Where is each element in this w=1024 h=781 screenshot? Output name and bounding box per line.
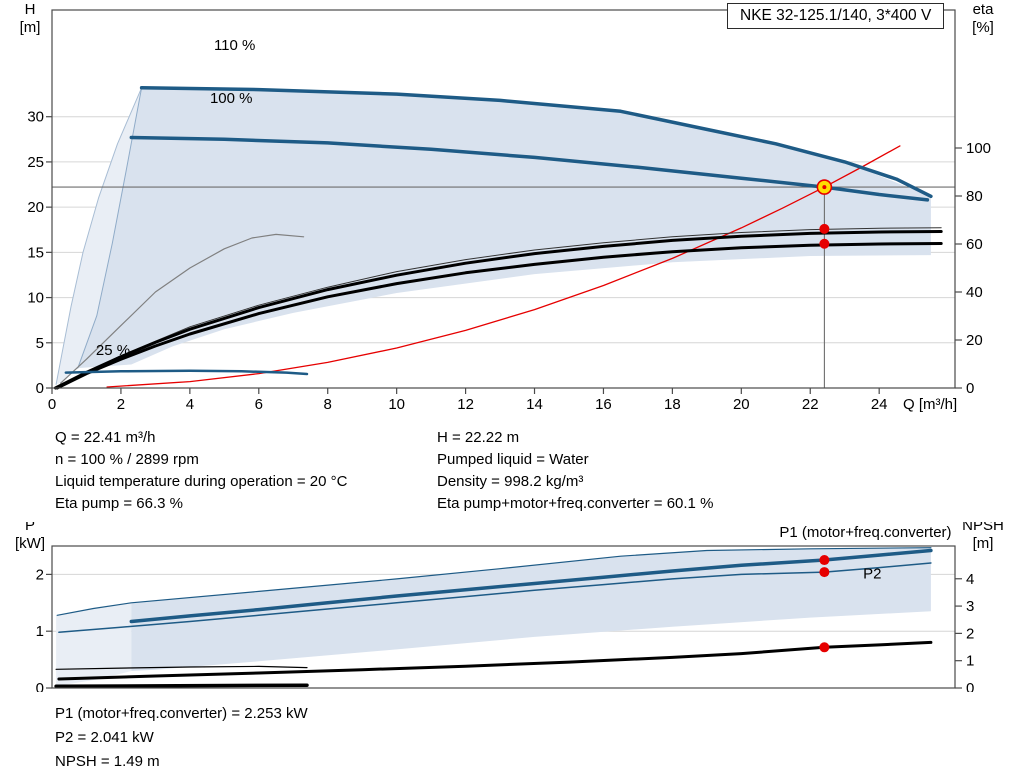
readout-p1: P1 (motor+freq.converter) = 2.253 kW — [55, 705, 308, 722]
power-envelope — [131, 547, 931, 671]
svg-text:1: 1 — [966, 653, 974, 670]
plot-frame — [51, 9, 956, 389]
eta-total-curve — [55, 242, 943, 390]
svg-text:20: 20 — [733, 396, 750, 413]
readout-density: Density = 998.2 kg/m³ — [437, 473, 584, 490]
readout-flow: Q = 22.41 m³/h — [55, 429, 156, 446]
svg-text:[m]: [m] — [973, 535, 994, 552]
svg-text:6: 6 — [255, 396, 263, 413]
svg-text:[%]: [%] — [972, 19, 994, 36]
svg-text:18: 18 — [664, 396, 681, 413]
p2-curve — [58, 562, 932, 634]
svg-text:0: 0 — [36, 680, 44, 692]
svg-text:P2: P2 — [863, 565, 881, 582]
svg-text:15: 15 — [27, 244, 44, 261]
readout-npsh: NPSH = 1.49 m — [55, 753, 160, 770]
duty-point-marker-center — [822, 185, 827, 190]
svg-text:[m]: [m] — [20, 19, 41, 36]
eta-reduced-speed-curve — [59, 233, 305, 384]
speed-110-curve — [139, 86, 933, 199]
svg-text:20: 20 — [27, 199, 44, 216]
pump-title-box: NKE 32-125.1/140, 3*400 V — [727, 3, 945, 29]
npsh-duty-point — [819, 642, 830, 653]
envelope-left-edge-light — [55, 87, 143, 385]
svg-text:5: 5 — [36, 335, 44, 352]
svg-text:60: 60 — [966, 236, 983, 253]
svg-text:Q [m³/h]: Q [m³/h] — [903, 396, 957, 413]
svg-text:2: 2 — [36, 566, 44, 583]
svg-text:8: 8 — [324, 396, 332, 413]
eta-pump-point — [819, 223, 830, 234]
npsh-curve — [57, 640, 933, 681]
svg-text:100 %: 100 % — [210, 90, 253, 107]
svg-text:10: 10 — [27, 290, 44, 307]
svg-text:0: 0 — [966, 680, 974, 692]
svg-text:3: 3 — [966, 598, 974, 615]
plot-frame — [51, 545, 956, 689]
speed-25-curve — [64, 369, 309, 376]
p1-duty-point — [819, 555, 830, 566]
power-envelope-top-edge — [56, 547, 932, 616]
svg-text:25 %: 25 % — [96, 342, 130, 359]
svg-text:0: 0 — [48, 396, 56, 413]
svg-text:2: 2 — [966, 625, 974, 642]
operating-envelope — [77, 87, 931, 369]
eta-pump-curve — [53, 230, 943, 390]
readout-eta-pump: Eta pump = 66.3 % — [55, 495, 183, 512]
svg-text:NPSH: NPSH — [962, 522, 1004, 534]
svg-text:0: 0 — [36, 380, 44, 397]
svg-text:24: 24 — [871, 396, 888, 413]
p-reduced-curve — [55, 665, 308, 670]
svg-text:12: 12 — [457, 396, 474, 413]
svg-text:H: H — [25, 1, 36, 18]
svg-text:P1 (motor+freq.converter): P1 (motor+freq.converter) — [779, 524, 951, 541]
svg-text:100: 100 — [966, 140, 991, 157]
readout-liquid-temp: Liquid temperature during operation = 20… — [55, 473, 348, 490]
speed-100-curve — [129, 135, 930, 202]
p2-duty-point — [819, 567, 830, 578]
duty-readout-left-column: Q = 22.41 m³/h n = 100 % / 2899 rpm Liqu… — [55, 427, 347, 515]
readout-head: H = 22.22 m — [437, 429, 520, 446]
svg-text:10: 10 — [388, 396, 405, 413]
power-npsh-chart: 0 1 2 0 1 2 3 4 P[kW] NPSH[m] P1 (motor+freq.conve… — [15, 522, 1004, 692]
svg-text:25: 25 — [27, 154, 44, 171]
svg-text:4: 4 — [186, 396, 194, 413]
readout-pumped-liquid: Pumped liquid = Water — [437, 451, 589, 468]
p-reduced-base — [54, 683, 309, 689]
svg-text:20: 20 — [966, 332, 983, 349]
pump-title: NKE 32-125.1/140, 3*400 V — [740, 7, 932, 24]
svg-text:4: 4 — [966, 571, 974, 588]
svg-text:30: 30 — [27, 109, 44, 126]
readout-speed: n = 100 % / 2899 rpm — [55, 451, 199, 468]
eta-upper-thin-curve — [54, 227, 942, 389]
eta-total-point — [819, 238, 830, 249]
svg-text:1: 1 — [36, 623, 44, 640]
svg-text:16: 16 — [595, 396, 612, 413]
readout-eta-total: Eta pump+motor+freq.converter = 60.1 % — [437, 495, 714, 512]
envelope-left-edge — [77, 87, 143, 369]
svg-text:14: 14 — [526, 396, 543, 413]
svg-text:22: 22 — [802, 396, 819, 413]
svg-text:110 %: 110 % — [214, 37, 255, 54]
svg-text:80: 80 — [966, 188, 983, 205]
svg-text:P: P — [25, 522, 35, 534]
readout-p2: P2 = 2.041 kW — [55, 729, 154, 746]
power-readout: P1 (motor+freq.converter) = 2.253 kW P2 … — [55, 702, 308, 774]
power-envelope-light — [56, 602, 132, 686]
svg-text:0: 0 — [966, 380, 974, 397]
envelope-light — [56, 87, 142, 385]
duty-readout-right-column: H = 22.22 m Pumped liquid = Water Densit… — [437, 427, 713, 515]
svg-text:[kW]: [kW] — [15, 535, 45, 552]
svg-text:40: 40 — [966, 284, 983, 301]
svg-text:eta: eta — [973, 1, 995, 18]
svg-text:2: 2 — [117, 396, 125, 413]
